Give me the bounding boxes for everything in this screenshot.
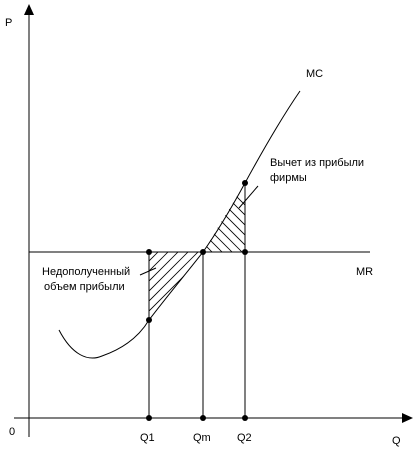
origin-label: 0 (9, 426, 15, 438)
lost-profit-label-line2: объем прибыли (44, 281, 125, 293)
loss-pointer-line (139, 267, 157, 276)
x-axis-label: Q (392, 435, 401, 447)
point-q2-mc (242, 180, 248, 186)
lost-profit-label-line1: Недополученный (42, 266, 130, 278)
lost-profit-hatch (149, 252, 203, 320)
y-axis-label: P (5, 17, 12, 29)
mc-label: MC (306, 68, 323, 80)
deduction-label-line2: фирмы (270, 172, 307, 184)
deduction-label-line1: Вычет из прибыли (270, 157, 364, 169)
point-qm-mr (200, 249, 206, 255)
point-q1-mc (146, 317, 152, 323)
mr-label: MR (356, 266, 373, 278)
point-q1-mr (146, 249, 152, 255)
x-axis-arrow (402, 413, 413, 423)
point-q2-axis (242, 415, 248, 421)
point-q1-axis (146, 415, 152, 421)
y-axis-arrow (24, 4, 34, 15)
deduction-pointer-line (238, 185, 259, 209)
point-qm-axis (200, 415, 206, 421)
q2-label: Q2 (237, 432, 252, 444)
qm-label: Qm (193, 432, 211, 444)
mc-curve (58, 90, 301, 359)
point-q2-mr (242, 249, 248, 255)
q1-label: Q1 (140, 432, 155, 444)
